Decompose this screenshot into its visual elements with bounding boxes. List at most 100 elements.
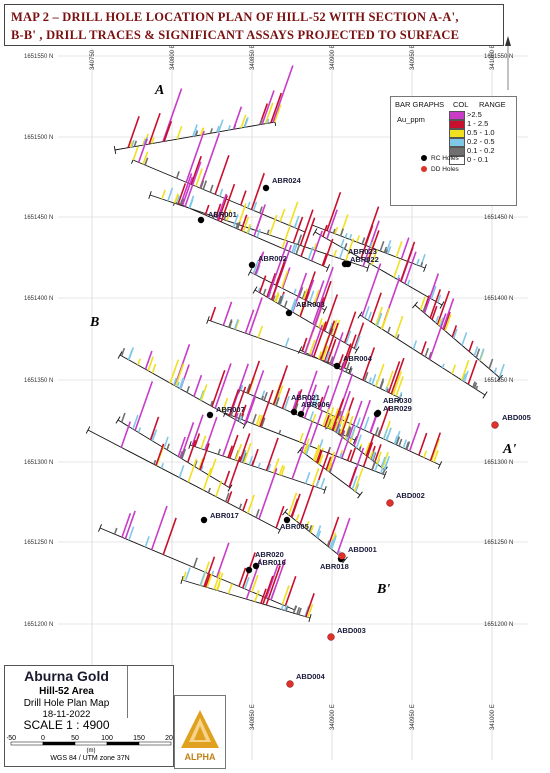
rc-hole-label: ABR017 xyxy=(210,511,239,520)
assay-bar xyxy=(128,347,134,361)
assay-bar xyxy=(243,117,249,128)
assay-bar xyxy=(328,468,332,473)
northing-label-right: 1651200 N xyxy=(484,622,513,628)
drill-trace-end-tick xyxy=(482,391,488,399)
legend-range-row: 0.1 - 0.2 xyxy=(449,146,511,156)
dd-hole-label: ABD002 xyxy=(396,491,425,500)
rc-hole-label: ABR007 xyxy=(216,405,245,414)
assay-bar xyxy=(169,359,180,384)
drill-trace-end-tick xyxy=(383,471,387,479)
assay-bar xyxy=(253,204,266,237)
assay-bar xyxy=(313,399,318,408)
assay-bar xyxy=(354,483,360,493)
drill-trace-line xyxy=(249,271,326,311)
assay-bar xyxy=(228,434,239,459)
assay-bar xyxy=(452,328,458,339)
rc-hole-label: ABR030 xyxy=(383,396,412,405)
assay-bar xyxy=(408,422,421,452)
assay-bar xyxy=(265,437,279,471)
assay-bar xyxy=(190,155,202,185)
assay-bar xyxy=(309,411,314,421)
assay-bar xyxy=(232,213,239,228)
assay-bar xyxy=(327,322,334,334)
assay-bar xyxy=(418,432,428,456)
drill-trace-end-tick xyxy=(252,286,258,294)
drill-trace-end-tick xyxy=(342,556,348,564)
assay-bar xyxy=(272,374,285,405)
easting-label-bottom: 340900 E xyxy=(330,704,336,730)
assay-bar xyxy=(305,443,311,455)
scale-bar-segment xyxy=(42,741,76,746)
assay-bar xyxy=(163,123,171,142)
assay-bar xyxy=(293,288,297,295)
assay-bar xyxy=(238,415,243,423)
assay-bar xyxy=(180,198,185,206)
dd-hole-collar xyxy=(327,633,335,641)
assay-bar xyxy=(382,428,388,440)
easting-label-bottom: 341000 E xyxy=(490,704,496,730)
northing-label-left: 1651200 N xyxy=(24,622,53,628)
assay-bar xyxy=(460,360,470,381)
assay-bar xyxy=(430,285,437,300)
rc-hole-collar xyxy=(290,408,298,416)
assay-bar xyxy=(142,151,149,165)
assay-bar xyxy=(488,358,494,369)
assay-bar xyxy=(270,92,283,123)
assay-bar xyxy=(326,209,338,240)
assay-bar xyxy=(334,226,339,235)
rc-hole-label: ABR004 xyxy=(343,354,373,363)
section-labels: A A' B B' xyxy=(89,83,516,597)
assay-bar xyxy=(312,266,334,325)
assay-bar xyxy=(167,187,174,202)
assay-bar xyxy=(144,157,149,166)
legend-range-label: 0 - 0.1 xyxy=(467,155,489,164)
assay-bar xyxy=(330,332,344,366)
northing-label-right: 1651400 N xyxy=(484,296,513,302)
assay-bar xyxy=(348,233,353,240)
rc-hole-collar xyxy=(252,562,260,570)
rc-hole-label: ABR003 xyxy=(296,300,325,309)
assay-bar xyxy=(179,173,193,205)
assay-bar xyxy=(429,432,442,461)
assay-bar xyxy=(260,417,266,428)
assay-bar xyxy=(283,300,288,308)
assay-bar xyxy=(275,397,280,406)
rc-hole-collar xyxy=(197,216,205,224)
assay-bar xyxy=(137,138,148,163)
assay-bar xyxy=(340,413,350,435)
section-label-b: B xyxy=(89,315,99,330)
assay-bar xyxy=(137,427,142,433)
assay-bar xyxy=(395,436,401,446)
assay-bar xyxy=(336,424,342,434)
assay-bar xyxy=(361,237,366,245)
assay-bar xyxy=(441,363,445,369)
assay-bar xyxy=(322,408,330,427)
assay-bar xyxy=(281,387,291,409)
assay-bar xyxy=(227,125,231,131)
assay-bar xyxy=(272,458,280,474)
assay-bar xyxy=(322,238,334,267)
assay-bar xyxy=(381,307,391,330)
assay-bar xyxy=(242,216,250,232)
assay-bar xyxy=(340,238,345,248)
assay-bar xyxy=(215,572,224,591)
assay-bar xyxy=(252,201,258,211)
map-title: MAP 2 – DRILL HOLE LOCATION PLAN OF HILL… xyxy=(4,4,504,46)
assay-bar xyxy=(387,246,392,255)
assay-bar xyxy=(315,525,322,538)
easting-label-top: 340800 E xyxy=(170,44,176,70)
assay-bar xyxy=(326,451,336,472)
assay-bar xyxy=(292,244,298,254)
assay-bar xyxy=(394,430,401,445)
assay-bar xyxy=(240,214,248,231)
assay-bar xyxy=(227,445,233,458)
assay-bar xyxy=(379,240,385,252)
rc-hole-label: ABR018 xyxy=(320,562,349,571)
assay-bar xyxy=(299,291,310,317)
dd-hole-collar xyxy=(491,421,499,429)
assay-bar xyxy=(235,222,239,229)
assay-bar xyxy=(234,443,243,461)
assay-bar xyxy=(147,356,154,372)
assay-bar xyxy=(258,468,278,520)
assay-bar xyxy=(313,243,318,251)
